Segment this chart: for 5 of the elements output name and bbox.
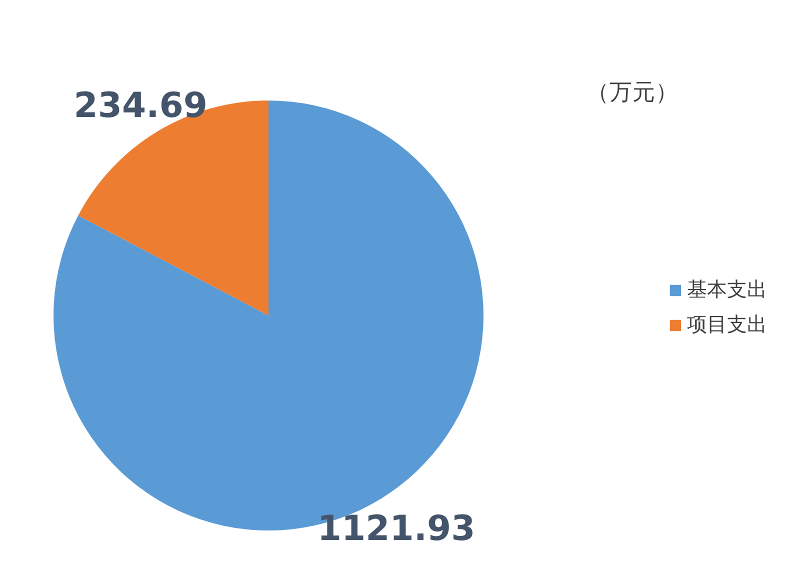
legend-label: 基本支出 xyxy=(687,276,767,303)
data-label: 234.69 xyxy=(74,86,208,126)
text: （万元） xyxy=(586,80,678,106)
data-label: 1121.93 xyxy=(317,509,476,550)
legend-label: 项目支出 xyxy=(687,311,767,338)
